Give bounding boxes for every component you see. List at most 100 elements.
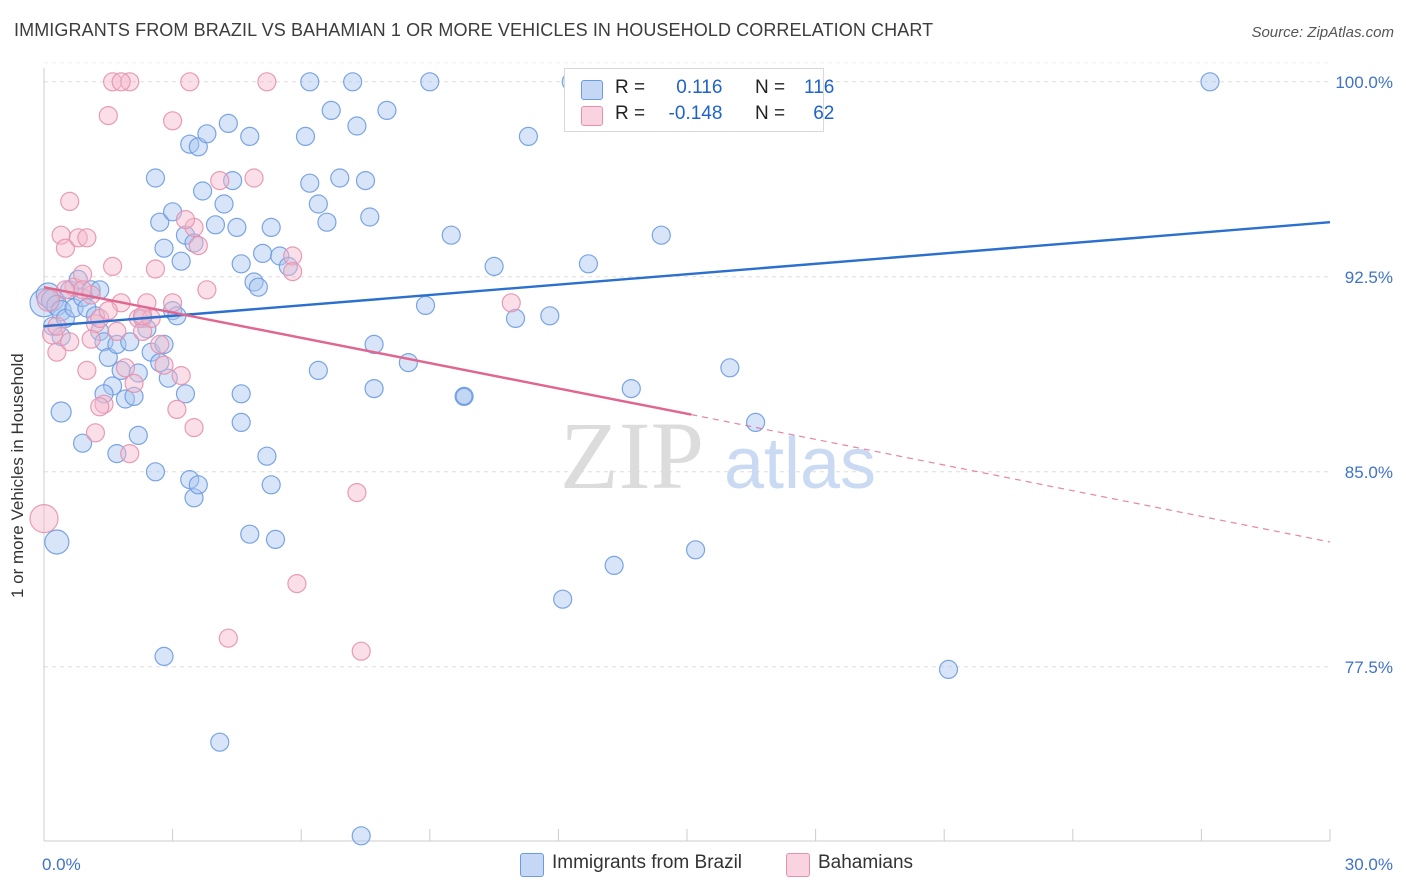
data-point-brazil — [347, 116, 367, 136]
data-point-bahamian — [29, 503, 59, 534]
data-point-bahamian — [210, 171, 230, 191]
data-point-brazil — [578, 254, 599, 274]
data-point-brazil — [188, 475, 208, 495]
data-point-brazil — [300, 72, 320, 92]
data-point-brazil — [745, 412, 766, 432]
legend-r-label: R = — [615, 103, 646, 124]
data-point-brazil — [398, 353, 418, 373]
data-point-bahamian — [145, 259, 166, 279]
data-point-bahamian — [163, 111, 183, 131]
data-point-brazil — [604, 555, 624, 576]
data-point-brazil — [261, 217, 281, 237]
data-point-bahamian — [171, 366, 191, 386]
data-point-brazil — [317, 212, 337, 232]
data-point-bahamian — [257, 72, 277, 92]
series-bahamian — [29, 72, 521, 661]
data-point-bahamian — [36, 288, 60, 312]
data-point-bahamian — [120, 444, 140, 464]
data-point-brazil — [154, 334, 174, 354]
data-point-bahamian — [244, 168, 264, 188]
data-point-brazil — [938, 659, 959, 680]
data-point-brazil — [505, 308, 526, 328]
data-point-brazil — [360, 207, 380, 227]
data-point-bahamian — [283, 262, 303, 282]
trend-line-brazil — [43, 221, 1331, 328]
data-point-bahamian — [98, 105, 118, 126]
data-point-bahamian — [351, 641, 371, 661]
legend-r-value: -0.148 — [668, 103, 723, 124]
labels-layer: 77.5% 85.0% 92.5% 100.0% 0.0% 30.0% — [42, 73, 1393, 874]
legend-n-label: N = — [754, 77, 786, 98]
data-point-brazil — [621, 379, 641, 399]
data-point-bahamian — [218, 628, 238, 648]
legend-swatch-bahamian — [581, 106, 603, 126]
data-point-bahamian — [77, 228, 97, 248]
data-point-brazil — [518, 126, 538, 146]
data-point-bahamian — [132, 306, 153, 326]
data-point-bahamian — [72, 264, 93, 284]
data-point-bahamian — [175, 210, 196, 230]
data-point-brazil — [343, 72, 363, 92]
y-axis-title: 1 or more Vehicles in Household — [8, 353, 27, 598]
legend-n-label: N = — [754, 103, 786, 124]
data-point-brazil — [415, 295, 436, 315]
data-point-brazil — [295, 126, 316, 146]
chart-title: IMMIGRANTS FROM BRAZIL VS BAHAMIAN 1 OR … — [14, 20, 934, 40]
data-point-brazil — [205, 215, 226, 235]
data-point-brazil — [214, 194, 234, 214]
data-point-brazil — [44, 529, 70, 555]
data-point-bahamian — [154, 355, 174, 375]
legend-swatch-brazil — [520, 853, 544, 877]
data-point-brazil — [128, 425, 148, 445]
data-point-brazil — [240, 126, 260, 146]
data-point-brazil — [420, 72, 440, 92]
data-point-bahamian — [111, 72, 131, 92]
data-point-brazil — [308, 360, 328, 380]
data-point-bahamian — [77, 360, 97, 380]
data-point-brazil — [257, 446, 277, 466]
x-tick-label: 30.0% — [1345, 855, 1393, 874]
data-point-bahamian — [115, 358, 136, 378]
data-point-bahamian — [81, 329, 101, 349]
y-axis-title-wrap: 1 or more Vehicles in Household — [8, 353, 42, 598]
data-point-bahamian — [184, 418, 204, 438]
stats-legend: R = 0.116 N = 116 R = -0.148 N = 62 — [564, 68, 834, 132]
data-point-bahamian — [180, 72, 200, 92]
legend-swatch-brazil — [581, 80, 603, 100]
data-point-brazil — [364, 334, 384, 354]
data-point-brazil — [124, 386, 144, 406]
y-tick-label: 92.5% — [1345, 268, 1393, 287]
data-point-bahamian — [347, 483, 367, 503]
data-point-brazil — [484, 256, 504, 276]
data-point-brazil — [308, 194, 328, 214]
legend-r-value: 0.116 — [676, 77, 723, 98]
data-point-bahamian — [283, 246, 303, 266]
y-tick-label: 85.0% — [1345, 463, 1393, 482]
data-point-brazil — [175, 384, 196, 404]
data-point-bahamian — [188, 236, 208, 256]
data-point-bahamian — [167, 399, 187, 419]
data-point-brazil — [128, 363, 148, 383]
data-point-brazil — [321, 100, 341, 121]
data-point-brazil — [553, 589, 573, 609]
legend-label-brazil: Immigrants from Brazil — [552, 852, 743, 873]
data-point-brazil — [120, 332, 140, 352]
data-point-bahamian — [287, 573, 307, 594]
data-point-brazil — [265, 529, 286, 550]
data-point-brazil — [231, 412, 251, 432]
watermark-atlas: atlas — [724, 424, 876, 504]
source-credit: Source: ZipAtlas.com — [1251, 24, 1394, 41]
y-tick-label: 100.0% — [1335, 73, 1393, 92]
data-point-brazil — [455, 387, 473, 405]
data-point-brazil — [261, 475, 281, 495]
data-point-bahamian — [90, 397, 110, 417]
data-point-brazil — [145, 168, 166, 188]
x-tick-label: 0.0% — [42, 855, 81, 874]
data-point-brazil — [227, 217, 247, 237]
data-point-brazil — [154, 646, 174, 667]
data-point-brazil — [441, 225, 461, 245]
data-point-bahamian — [150, 334, 170, 354]
legend-n-value: 62 — [813, 103, 835, 124]
data-point-brazil — [540, 306, 560, 326]
data-point-brazil — [150, 212, 170, 232]
